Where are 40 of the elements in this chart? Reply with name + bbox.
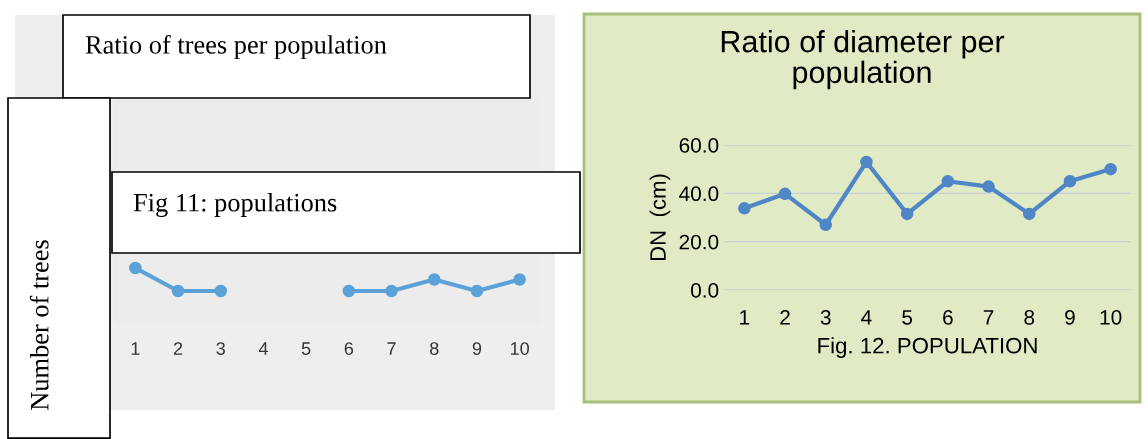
x-tick-label: 2: [780, 309, 790, 325]
x-tick-label: 7: [387, 342, 396, 355]
chart-title: Ratio of diameter per population: [721, 30, 1005, 90]
y-tick-label: 40.0: [679, 186, 719, 202]
point: [860, 155, 873, 169]
y-tick-label: 20.0: [679, 234, 719, 250]
x-tick-label: 3: [820, 309, 831, 325]
point: [982, 180, 995, 193]
x-tick-label: 1: [740, 310, 750, 325]
x-tick-label: 10: [510, 342, 529, 355]
x-tick-label: 4: [258, 342, 268, 355]
x-axis-title: Fig. 12. POPULATION: [818, 337, 1037, 358]
y-tick-label: 60.0: [679, 138, 719, 153]
x-tick-label: 6: [943, 309, 953, 325]
x-tick-label: 10: [1100, 309, 1122, 325]
x-tick-label: 3: [216, 342, 225, 355]
x-tick-label: 9: [472, 342, 482, 355]
point: [1104, 162, 1117, 176]
point: [819, 218, 833, 232]
y-tick-label: 0.0: [690, 283, 719, 298]
point: [738, 202, 751, 215]
x-tick-label: 8: [1024, 309, 1035, 325]
x-tick-label: 6: [344, 342, 354, 355]
x-tick-label: 5: [902, 310, 913, 325]
point: [1063, 174, 1077, 188]
x-tick-label: 4: [861, 310, 872, 325]
x-tick-label: 5: [301, 342, 311, 355]
x-tick-label: 9: [1065, 309, 1075, 325]
point: [941, 174, 955, 188]
x-tick-label: 7: [983, 310, 994, 325]
y-axis-title: Number of trees: [29, 240, 49, 410]
point: [778, 187, 792, 201]
x-tick-label: 1: [131, 342, 140, 355]
chart-title: Ratio of trees per population: [85, 34, 387, 60]
x-tick-label: 8: [430, 342, 439, 355]
point: [900, 207, 914, 221]
x-tick-label: 2: [173, 342, 183, 355]
caption: Fig 11: populations: [133, 193, 337, 217]
point: [1022, 207, 1036, 221]
y-axis-title: DN (cm): [649, 174, 671, 261]
